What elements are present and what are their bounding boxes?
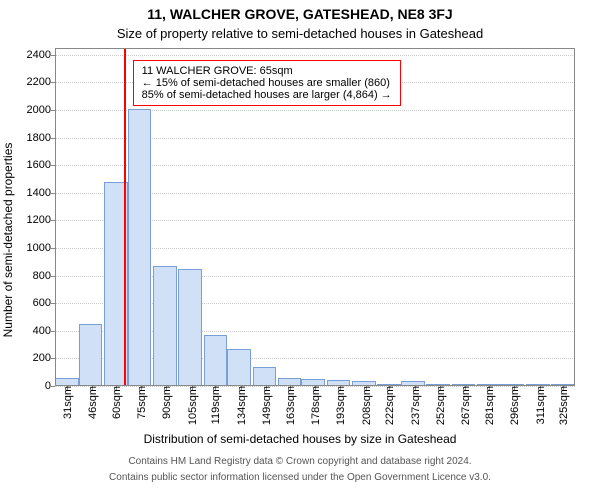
ytick-label: 1200: [27, 214, 55, 226]
ytick-label: 1000: [27, 242, 55, 254]
ytick-label: 2000: [27, 104, 55, 116]
xtick-label: 46sqm: [85, 386, 99, 419]
histogram-bar: [55, 378, 79, 386]
xtick-label: 252sqm: [433, 386, 447, 425]
footer-line-2: Contains public sector information licen…: [0, 472, 600, 483]
histogram-bar: [128, 109, 152, 386]
xtick-label: 31sqm: [60, 386, 74, 419]
histogram-bar: [153, 266, 177, 386]
ytick-label: 800: [33, 270, 55, 282]
chart-subtitle: Size of property relative to semi-detach…: [0, 26, 600, 41]
ytick-label: 600: [33, 297, 55, 309]
xtick-label: 119sqm: [208, 386, 222, 424]
y-axis-label: Number of semi-detached properties: [1, 143, 15, 338]
ytick-label: 1400: [27, 187, 55, 199]
gridline: [55, 55, 575, 56]
xtick-label: 222sqm: [382, 386, 396, 425]
xtick-label: 237sqm: [408, 386, 422, 425]
ytick-label: 0: [45, 380, 55, 392]
histogram-bar: [79, 324, 103, 386]
histogram-bar: [204, 335, 228, 386]
xtick-label: 105sqm: [185, 386, 199, 425]
xtick-label: 75sqm: [134, 386, 148, 419]
xtick-label: 267sqm: [458, 386, 472, 425]
ytick-label: 1800: [27, 132, 55, 144]
ytick-label: 2200: [27, 76, 55, 88]
annotation-box: 11 WALCHER GROVE: 65sqm← 15% of semi-det…: [133, 60, 401, 106]
histogram-bar: [301, 379, 325, 386]
ytick-label: 2400: [27, 49, 55, 61]
xtick-label: 178sqm: [308, 386, 322, 425]
xtick-label: 193sqm: [333, 386, 347, 425]
ytick-label: 1600: [27, 159, 55, 171]
x-axis-label: Distribution of semi-detached houses by …: [0, 432, 600, 446]
xtick-label: 281sqm: [482, 386, 496, 425]
histogram-bar: [227, 349, 251, 386]
histogram-bar: [178, 269, 202, 386]
xtick-label: 296sqm: [507, 386, 521, 425]
xtick-label: 208sqm: [359, 386, 373, 425]
xtick-label: 60sqm: [109, 386, 123, 419]
xtick-label: 325sqm: [556, 386, 570, 425]
ytick-label: 400: [33, 325, 55, 337]
figure: 11, WALCHER GROVE, GATESHEAD, NE8 3FJ Si…: [0, 0, 600, 500]
xtick-label: 149sqm: [259, 386, 273, 425]
annotation-line: 11 WALCHER GROVE: 65sqm: [142, 65, 392, 77]
xtick-label: 311sqm: [533, 386, 547, 424]
histogram-bar: [278, 378, 302, 386]
page-title: 11, WALCHER GROVE, GATESHEAD, NE8 3FJ: [0, 6, 600, 22]
annotation-line: ← 15% of semi-detached houses are smalle…: [142, 77, 392, 89]
property-marker-line: [124, 48, 126, 386]
annotation-line: 85% of semi-detached houses are larger (…: [142, 89, 392, 101]
xtick-label: 163sqm: [283, 386, 297, 425]
plot-area: 11 WALCHER GROVE: 65sqm← 15% of semi-det…: [55, 48, 575, 386]
xtick-label: 90sqm: [159, 386, 173, 419]
histogram-bar: [253, 367, 277, 386]
xtick-label: 134sqm: [234, 386, 248, 425]
footer-line-1: Contains HM Land Registry data © Crown c…: [0, 456, 600, 467]
ytick-label: 200: [33, 352, 55, 364]
